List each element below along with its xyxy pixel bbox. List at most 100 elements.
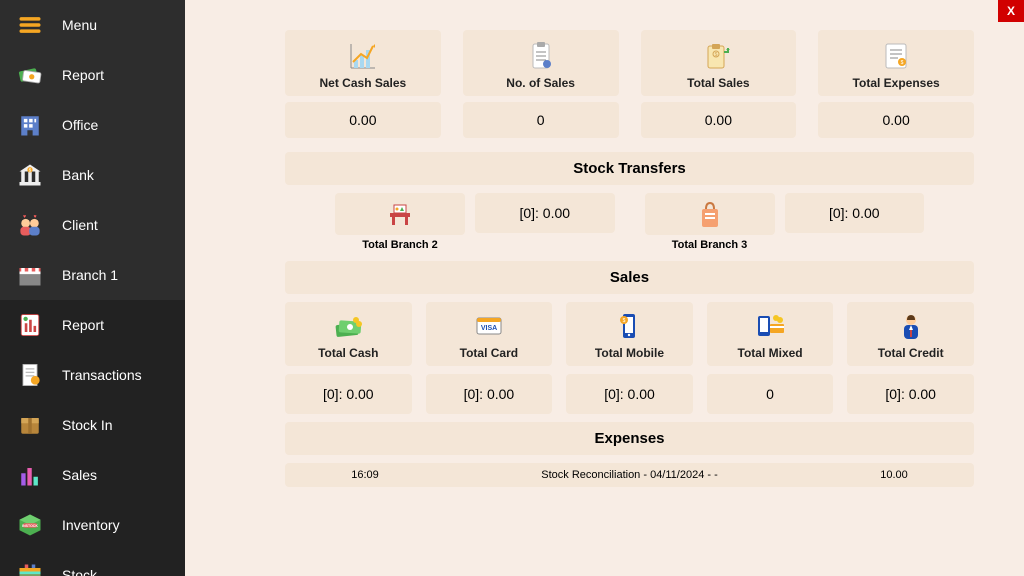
sales-value: [0]: 0.00 <box>285 374 412 414</box>
sidebar-label: Branch 1 <box>62 267 118 283</box>
summary-title: Total Expenses <box>853 76 940 90</box>
summary-value: 0.00 <box>818 102 974 138</box>
summary-title: Total Sales <box>687 76 749 90</box>
box-icon <box>16 411 44 439</box>
summary-value: 0.00 <box>641 102 797 138</box>
sidebar-item-sales-9[interactable]: Sales <box>0 450 185 500</box>
svg-text:♥: ♥ <box>34 214 37 220</box>
sidebar-item-branch-1-5[interactable]: Branch 1 <box>0 250 185 300</box>
sales-title: Total Cash <box>318 346 378 360</box>
sidebar-label: Stock In <box>62 417 113 433</box>
sidebar-label: Menu <box>62 17 97 33</box>
transfer-label: Total Branch 3 <box>672 239 748 251</box>
sales-card-head: VISA Total Card <box>426 302 553 366</box>
sales-card-head: Total Cash <box>285 302 412 366</box>
svg-text:VISA: VISA <box>481 325 497 332</box>
sidebar-item-inventory-10[interactable]: INSTOCK Inventory <box>0 500 185 550</box>
svg-text:♥: ♥ <box>23 214 26 220</box>
summary-card-head: Net Cash Sales <box>285 30 441 96</box>
office-icon <box>16 111 44 139</box>
instock-icon: INSTOCK <box>16 511 44 539</box>
summary-title: Net Cash Sales <box>320 76 407 90</box>
transfer-block-1: Total Branch 3 [0]: 0.00 <box>645 193 925 251</box>
sidebar-label: Report <box>62 67 104 83</box>
summary-card-head: $ Total Expenses <box>818 30 974 96</box>
mobile-icon: $ <box>613 310 645 342</box>
sidebar-item-stock-11[interactable]: Stock <box>0 550 185 576</box>
receipt-icon <box>16 361 44 389</box>
sales-title: Total Card <box>460 346 518 360</box>
sales-header: Sales <box>285 261 974 294</box>
stock-transfers-row: Total Branch 2 [0]: 0.00 Total Branch 3 … <box>285 193 974 251</box>
summary-card-3: $ Total Expenses 0.00 <box>818 30 974 138</box>
sales-card-2: $ Total Mobile [0]: 0.00 <box>566 302 693 414</box>
transfer-value: [0]: 0.00 <box>785 193 925 233</box>
sales-title: Total Mixed <box>738 346 803 360</box>
transfer-block-0: Total Branch 2 [0]: 0.00 <box>335 193 615 251</box>
sidebar-label: Bank <box>62 167 94 183</box>
svg-text:INSTOCK: INSTOCK <box>22 524 38 528</box>
sidebar-item-transactions-7[interactable]: Transactions <box>0 350 185 400</box>
expenses-header: Expenses <box>285 422 974 455</box>
sales-value: [0]: 0.00 <box>426 374 553 414</box>
sales-card-4: Total Credit [0]: 0.00 <box>847 302 974 414</box>
money-icon: $ <box>702 40 734 72</box>
expense-amount: 10.00 <box>834 469 954 481</box>
sidebar-item-bank-3[interactable]: $ Bank <box>0 150 185 200</box>
sidebar-item-office-2[interactable]: Office <box>0 100 185 150</box>
transfer-left: Total Branch 3 <box>645 193 775 251</box>
summary-card-0: Net Cash Sales 0.00 <box>285 30 441 138</box>
summary-title: No. of Sales <box>506 76 575 90</box>
summary-row: Net Cash Sales 0.00 No. of Sales 0 $ Tot… <box>285 30 974 138</box>
sidebar-item-client-4[interactable]: ♥♥ Client <box>0 200 185 250</box>
shop-icon <box>16 261 44 289</box>
hamburger-icon <box>16 11 44 39</box>
transfer-left: Total Branch 2 <box>335 193 465 251</box>
summary-card-head: $ Total Sales <box>641 30 797 96</box>
expense-desc: Stock Reconciliation - 04/11/2024 - - <box>425 469 834 481</box>
expense-time: 16:09 <box>305 469 425 481</box>
main-content: X Net Cash Sales 0.00 No. of Sales 0 $ T… <box>185 0 1024 576</box>
bars-icon <box>16 461 44 489</box>
cash-icon <box>16 61 44 89</box>
bag-icon <box>694 199 726 231</box>
mixed-icon <box>754 310 786 342</box>
transfer-value: [0]: 0.00 <box>475 193 615 233</box>
sales-value: 0 <box>707 374 834 414</box>
summary-value: 0.00 <box>285 102 441 138</box>
sidebar-label: Sales <box>62 467 97 483</box>
sales-value: [0]: 0.00 <box>847 374 974 414</box>
sales-card-0: Total Cash [0]: 0.00 <box>285 302 412 414</box>
sidebar-label: Office <box>62 117 98 133</box>
sidebar-item-report-6[interactable]: Report <box>0 300 185 350</box>
clipcount-icon <box>525 40 557 72</box>
sales-title: Total Mobile <box>595 346 664 360</box>
sidebar: Menu Report Office $ Bank ♥♥ Client Bran… <box>0 0 185 576</box>
cashstack-icon <box>332 310 364 342</box>
transfer-head <box>335 193 465 235</box>
close-button[interactable]: X <box>998 0 1024 22</box>
expense-row: 16:09 Stock Reconciliation - 04/11/2024 … <box>285 463 974 487</box>
visa-icon: VISA <box>473 310 505 342</box>
sidebar-item-menu-0[interactable]: Menu <box>0 0 185 50</box>
svg-text:$: $ <box>715 52 718 58</box>
sales-card-head: Total Credit <box>847 302 974 366</box>
sidebar-item-report-1[interactable]: Report <box>0 50 185 100</box>
sales-card-head: Total Mixed <box>707 302 834 366</box>
clipreport-icon <box>16 311 44 339</box>
sidebar-label: Transactions <box>62 367 142 383</box>
sales-row: Total Cash [0]: 0.00 VISA Total Card [0]… <box>285 302 974 414</box>
sales-card-head: $ Total Mobile <box>566 302 693 366</box>
stockb-icon <box>16 561 44 576</box>
bank-icon: $ <box>16 161 44 189</box>
transfer-head <box>645 193 775 235</box>
svg-text:$: $ <box>623 318 626 324</box>
sidebar-label: Stock <box>62 567 97 576</box>
invoice-icon: $ <box>880 40 912 72</box>
sidebar-item-stock-in-8[interactable]: Stock In <box>0 400 185 450</box>
chart-icon <box>347 40 379 72</box>
summary-value: 0 <box>463 102 619 138</box>
summary-card-1: No. of Sales 0 <box>463 30 619 138</box>
clients-icon: ♥♥ <box>16 211 44 239</box>
table-icon <box>384 199 416 231</box>
